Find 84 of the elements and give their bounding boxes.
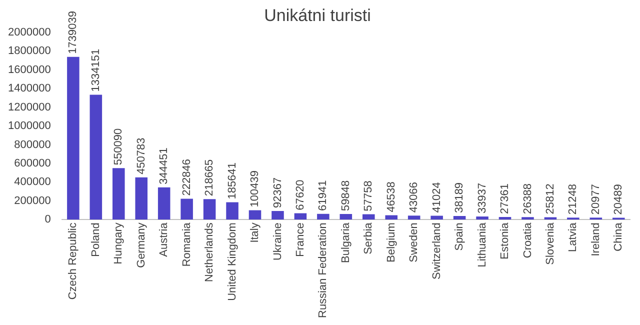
bar bbox=[294, 213, 307, 220]
data-label: 27361 bbox=[499, 183, 512, 214]
bar bbox=[522, 217, 534, 220]
data-label: 450783 bbox=[135, 138, 148, 174]
y-tick-label: 2000000 bbox=[8, 26, 51, 38]
bar bbox=[112, 168, 125, 220]
data-label: 100439 bbox=[249, 170, 262, 208]
data-label: 67620 bbox=[294, 180, 306, 210]
data-label: 92367 bbox=[272, 177, 284, 208]
data-label: 20489 bbox=[612, 184, 625, 215]
bar bbox=[408, 216, 420, 220]
bar bbox=[476, 216, 488, 220]
x-tick-label: Austria bbox=[158, 222, 170, 257]
bar bbox=[544, 217, 557, 220]
data-label: 59848 bbox=[340, 180, 352, 212]
data-label: 20977 bbox=[590, 184, 602, 215]
bar bbox=[385, 215, 398, 220]
data-label: 61941 bbox=[317, 180, 330, 211]
x-tick-label: France bbox=[294, 222, 306, 257]
chart-title: Unikátni turisti bbox=[264, 6, 371, 25]
x-tick-label: Latvia bbox=[567, 222, 580, 252]
x-tick-label: Ireland bbox=[590, 222, 602, 256]
bar bbox=[90, 94, 102, 220]
data-label: 1739039 bbox=[67, 11, 80, 54]
data-label: 26388 bbox=[522, 184, 534, 214]
x-tick-label: Slovenia bbox=[544, 222, 556, 265]
bar bbox=[498, 217, 512, 220]
data-label: 1334151 bbox=[90, 48, 102, 92]
y-tick-label: 1400000 bbox=[8, 82, 51, 95]
data-label: 38189 bbox=[454, 182, 466, 214]
data-label: 344451 bbox=[158, 148, 170, 184]
data-label: 222846 bbox=[180, 159, 193, 196]
x-tick-label: Netherlands bbox=[204, 222, 216, 282]
x-tick-label: Ukraine bbox=[272, 222, 284, 261]
x-tick-label: Czech Republic bbox=[67, 222, 80, 300]
data-label: 41024 bbox=[430, 182, 443, 213]
y-tick-label: 800000 bbox=[14, 138, 51, 151]
x-tick-label: Romania bbox=[180, 222, 193, 267]
x-tick-label: Estonia bbox=[499, 222, 512, 260]
bar bbox=[135, 177, 148, 220]
data-label: 550090 bbox=[112, 128, 125, 166]
x-tick-label: Spain bbox=[454, 222, 466, 251]
x-tick-label: Poland bbox=[90, 222, 102, 257]
x-tick-label: Croatia bbox=[522, 222, 534, 258]
x-tick-label: Russian Federation bbox=[317, 222, 330, 318]
x-tick-label: Sweden bbox=[408, 222, 420, 262]
data-label: 25812 bbox=[544, 184, 556, 214]
bar bbox=[203, 199, 216, 220]
bar bbox=[226, 202, 238, 220]
bar bbox=[340, 214, 352, 220]
y-tick-label: 200000 bbox=[14, 194, 51, 207]
data-label: 46538 bbox=[385, 182, 398, 212]
x-tick-label: Lithuania bbox=[476, 222, 488, 268]
data-label: 218665 bbox=[204, 159, 216, 196]
bar bbox=[158, 187, 170, 220]
y-tick-label: 1600000 bbox=[8, 64, 51, 76]
data-label: 33937 bbox=[476, 182, 488, 214]
x-tick-label: Bulgaria bbox=[340, 222, 352, 263]
x-tick-label: Serbia bbox=[362, 222, 375, 254]
y-tick-label: 1000000 bbox=[8, 120, 51, 132]
bar bbox=[453, 216, 466, 220]
y-tick-label: 1200000 bbox=[8, 101, 51, 114]
data-label: 43066 bbox=[408, 182, 420, 213]
bar bbox=[248, 210, 262, 220]
bar bbox=[272, 210, 284, 220]
x-tick-label: United Kingdom bbox=[226, 222, 238, 301]
data-label: 21248 bbox=[567, 184, 580, 215]
y-tick-label: 400000 bbox=[14, 176, 51, 188]
x-tick-label: China bbox=[612, 222, 625, 252]
x-tick-label: Germany bbox=[135, 222, 148, 268]
data-label: 57758 bbox=[362, 180, 375, 212]
data-label: 185641 bbox=[226, 162, 238, 200]
bar bbox=[362, 214, 375, 220]
bar bbox=[430, 216, 443, 220]
bar bbox=[317, 214, 330, 220]
x-tick-label: Switzerland bbox=[430, 222, 443, 280]
bar bbox=[180, 198, 193, 220]
x-tick-label: Belgium bbox=[385, 222, 398, 262]
y-tick-label: 600000 bbox=[14, 157, 51, 170]
y-tick-label: 1800000 bbox=[8, 45, 51, 58]
x-tick-label: Italy bbox=[249, 222, 262, 243]
bar bbox=[67, 56, 80, 220]
y-tick-label: 0 bbox=[44, 214, 51, 226]
x-tick-label: Hungary bbox=[112, 222, 125, 264]
